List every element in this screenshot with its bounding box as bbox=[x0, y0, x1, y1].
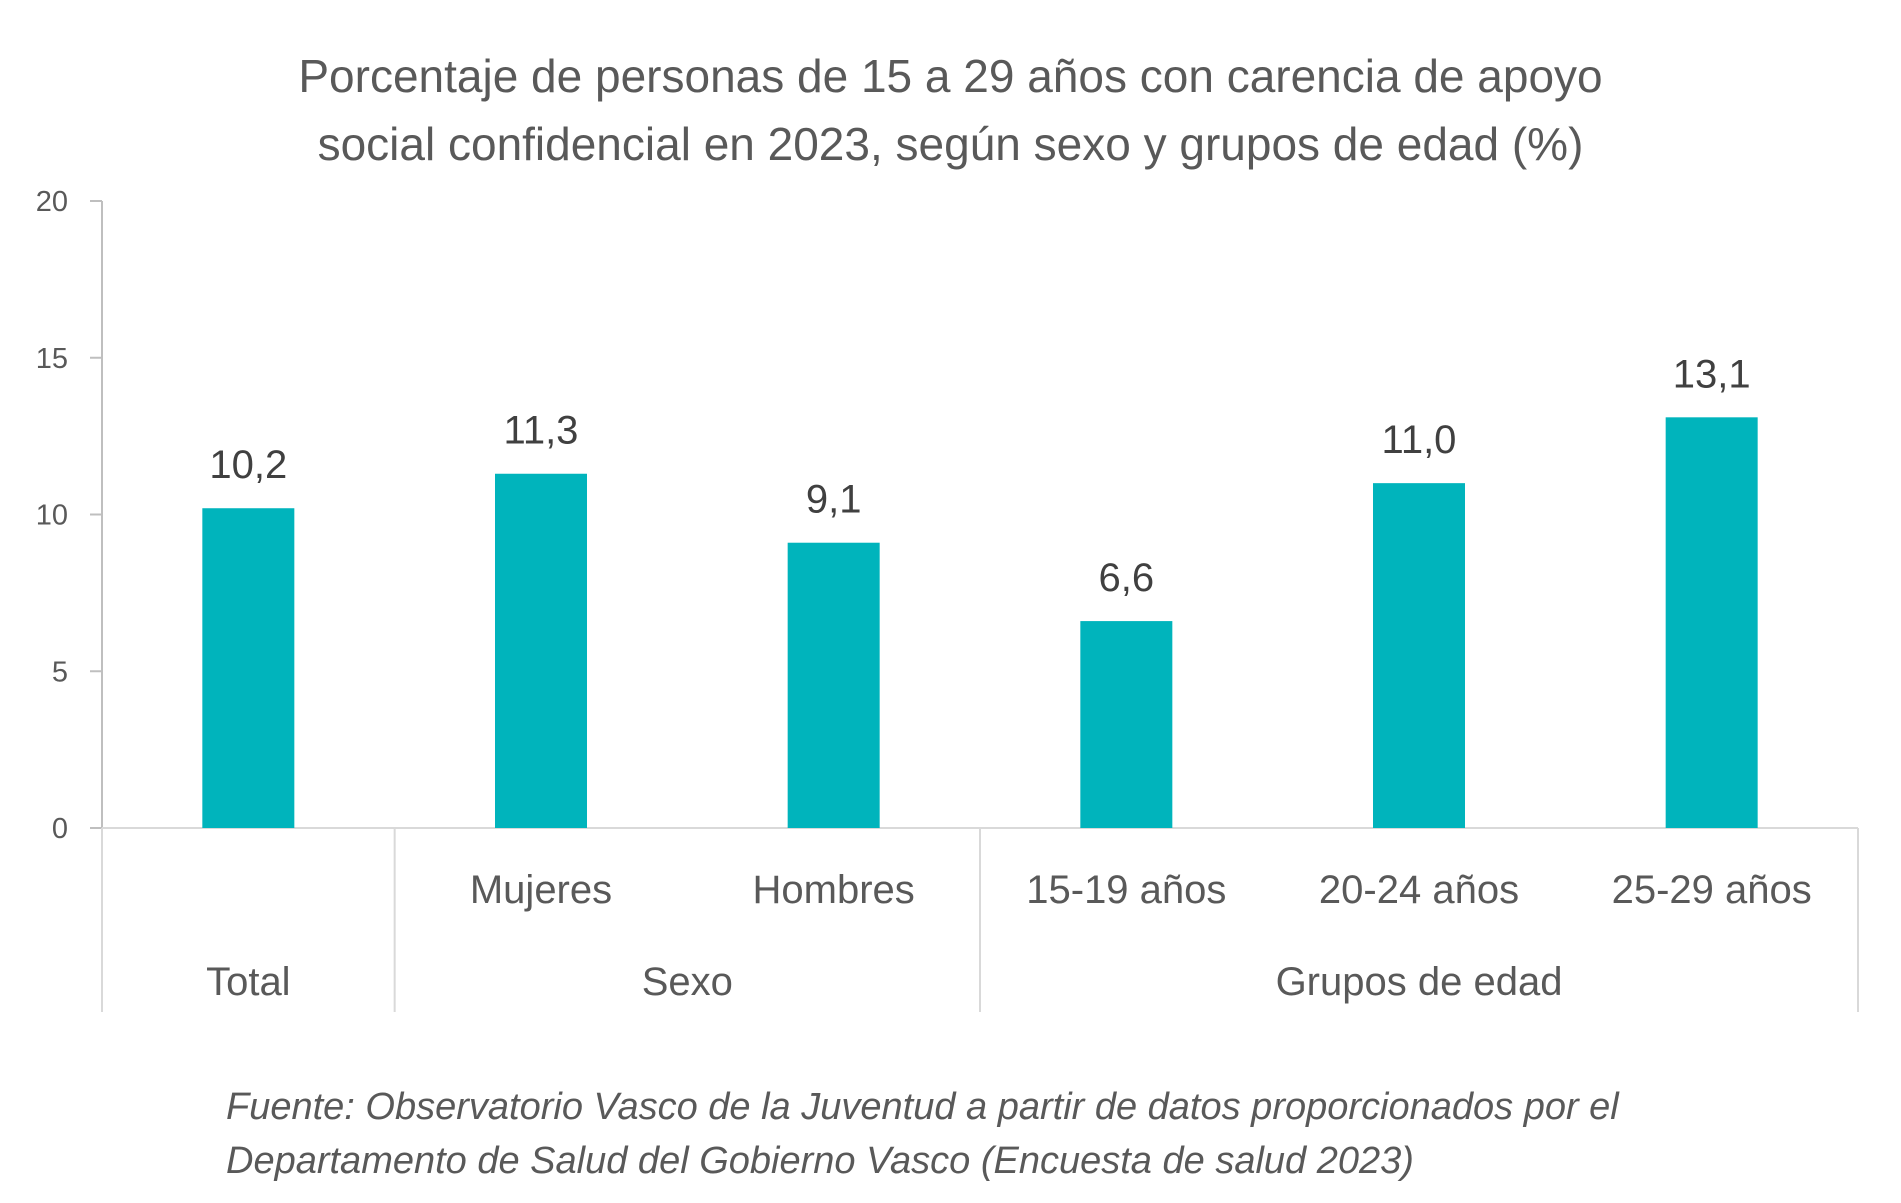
y-tick-label: 20 bbox=[36, 186, 68, 218]
group-label: Sexo bbox=[642, 960, 733, 1004]
category-label: 20-24 años bbox=[1319, 868, 1519, 912]
bar bbox=[1373, 483, 1465, 828]
y-tick-label: 10 bbox=[36, 500, 68, 532]
bar bbox=[495, 473, 587, 828]
y-tick-label: 5 bbox=[52, 656, 68, 688]
data-label: 11,3 bbox=[504, 409, 579, 453]
y-tick-label: 0 bbox=[52, 813, 68, 845]
category-label: Hombres bbox=[753, 868, 915, 912]
source-note: Fuente: Observatorio Vasco de la Juventu… bbox=[226, 1080, 1619, 1188]
group-label: Total bbox=[206, 960, 291, 1004]
category-label: 25-29 años bbox=[1612, 868, 1812, 912]
chart-title: Porcentaje de personas de 15 a 29 años c… bbox=[0, 42, 1901, 178]
data-label: 6,6 bbox=[1099, 556, 1155, 600]
source-line: Departamento de Salud del Gobierno Vasco… bbox=[226, 1140, 1414, 1182]
source-line: Fuente: Observatorio Vasco de la Juventu… bbox=[226, 1086, 1619, 1128]
data-label: 13,1 bbox=[1673, 352, 1751, 396]
bar bbox=[202, 508, 295, 828]
data-label: 11,0 bbox=[1382, 418, 1457, 462]
category-label: 15-19 años bbox=[1026, 868, 1226, 912]
bar bbox=[787, 542, 880, 828]
bar bbox=[1080, 621, 1173, 828]
data-label: 9,1 bbox=[806, 478, 862, 522]
chart-title-line: Porcentaje de personas de 15 a 29 años c… bbox=[298, 50, 1603, 102]
category-label: Mujeres bbox=[470, 868, 612, 912]
bar bbox=[1665, 417, 1758, 828]
y-tick-label: 15 bbox=[36, 343, 68, 375]
group-label: Grupos de edad bbox=[1276, 960, 1563, 1004]
data-label: 10,2 bbox=[209, 443, 287, 487]
chart-title-line: social confidencial en 2023, según sexo … bbox=[317, 118, 1584, 170]
